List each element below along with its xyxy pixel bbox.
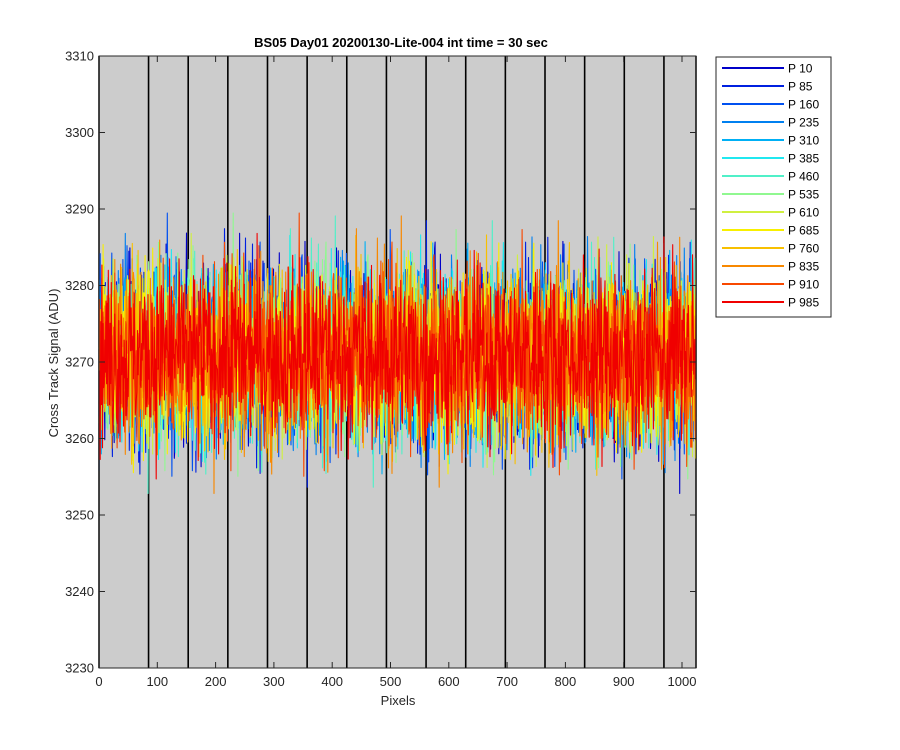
x-tick-label: 700 — [496, 674, 518, 689]
legend-label: P 910 — [788, 278, 819, 292]
y-tick-label: 3230 — [65, 661, 94, 676]
legend-label: P 310 — [788, 134, 819, 148]
legend-label: P 985 — [788, 296, 819, 310]
y-axis-label: Cross Track Signal (ADU) — [46, 289, 61, 438]
legend: P 10 P 85 P 160 P 235 P 310 P 385 P 460 P 535 P … — [715, 56, 832, 318]
x-tick-label: 300 — [263, 674, 285, 689]
x-tick-label: 100 — [146, 674, 168, 689]
legend-box — [715, 56, 832, 318]
legend-label: P 760 — [788, 242, 819, 256]
legend-label: P 685 — [788, 224, 819, 238]
x-tick-label: 800 — [555, 674, 577, 689]
y-tick-label: 3290 — [65, 202, 94, 217]
x-tick-label: 400 — [321, 674, 343, 689]
legend-label: P 10 — [788, 62, 813, 76]
y-tick-label: 3270 — [65, 355, 94, 370]
x-tick-label: 600 — [438, 674, 460, 689]
x-axis-label: Pixels — [381, 693, 416, 708]
x-tick-label: 200 — [205, 674, 227, 689]
y-tick-label: 3260 — [65, 431, 94, 446]
x-tick-label: 500 — [380, 674, 402, 689]
chart-title: BS05 Day01 20200130-Lite-004 int time = … — [254, 35, 548, 50]
x-tick-label: 0 — [95, 674, 102, 689]
series-lines — [98, 212, 697, 495]
y-tick-label: 3300 — [65, 125, 94, 140]
x-tick-label: 900 — [613, 674, 635, 689]
legend-label: P 160 — [788, 98, 819, 112]
y-tick-label: 3250 — [65, 508, 94, 523]
x-tick-label: 1000 — [668, 674, 697, 689]
legend-label: P 610 — [788, 206, 819, 220]
legend-label: P 460 — [788, 170, 819, 184]
series-line — [98, 232, 697, 480]
legend-label: P 535 — [788, 188, 819, 202]
legend-label: P 85 — [788, 80, 813, 94]
y-tick-label: 3280 — [65, 278, 94, 293]
y-tick-label: 3310 — [65, 49, 94, 64]
y-tick-label: 3240 — [65, 584, 94, 599]
legend-label: P 385 — [788, 152, 819, 166]
axis-ticks: 0 100 200 300 400 500 600 700 800 900 1000 3230 3240… — [65, 49, 696, 690]
legend-label: P 835 — [788, 260, 819, 274]
legend-label: P 235 — [788, 116, 819, 130]
